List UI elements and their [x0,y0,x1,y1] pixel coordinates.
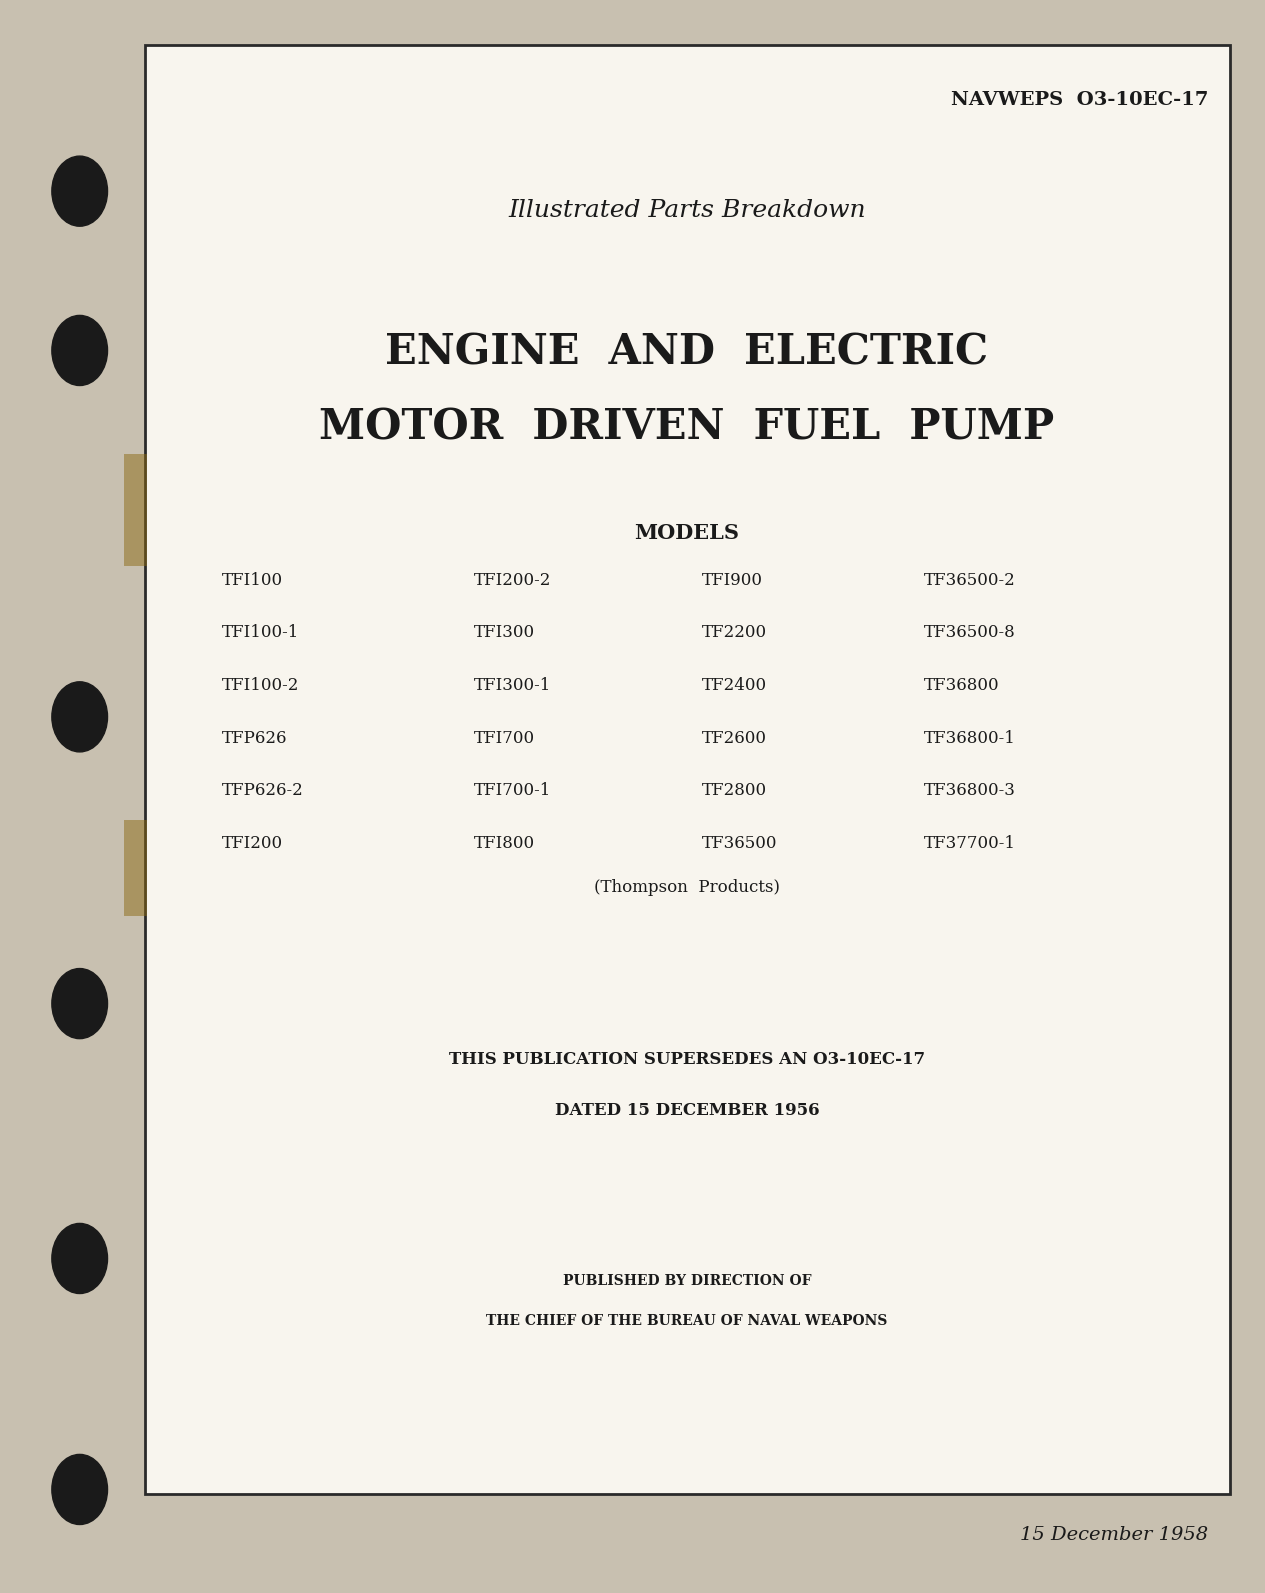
Text: THIS PUBLICATION SUPERSEDES AN O3-10EC-17: THIS PUBLICATION SUPERSEDES AN O3-10EC-1… [449,1051,925,1069]
FancyBboxPatch shape [124,454,147,566]
FancyBboxPatch shape [124,820,147,916]
Text: TFP626: TFP626 [221,730,287,747]
Text: TF36800-3: TF36800-3 [923,782,1016,800]
Text: TFI300: TFI300 [474,624,535,642]
Text: THE CHIEF OF THE BUREAU OF NAVAL WEAPONS: THE CHIEF OF THE BUREAU OF NAVAL WEAPONS [486,1314,888,1329]
Text: DATED 15 DECEMBER 1956: DATED 15 DECEMBER 1956 [554,1102,820,1120]
Text: TFI800: TFI800 [474,835,535,852]
Text: ENGINE  AND  ELECTRIC: ENGINE AND ELECTRIC [386,331,988,373]
Text: TFI100: TFI100 [221,572,282,589]
Text: TF36500-8: TF36500-8 [923,624,1016,642]
Text: TFI300-1: TFI300-1 [474,677,552,695]
Text: TF2800: TF2800 [702,782,767,800]
Text: TFI700: TFI700 [474,730,535,747]
Text: MODELS: MODELS [634,523,740,543]
Text: TF36800: TF36800 [923,677,999,695]
Text: 15 December 1958: 15 December 1958 [1020,1526,1208,1544]
Text: Illustrated Parts Breakdown: Illustrated Parts Breakdown [509,199,865,221]
Text: PUBLISHED BY DIRECTION OF: PUBLISHED BY DIRECTION OF [563,1274,811,1289]
Text: MOTOR  DRIVEN  FUEL  PUMP: MOTOR DRIVEN FUEL PUMP [319,406,1055,448]
Text: TF37700-1: TF37700-1 [923,835,1016,852]
Circle shape [52,315,108,386]
Text: NAVWEPS  O3-10EC-17: NAVWEPS O3-10EC-17 [951,91,1208,108]
Text: TF36500: TF36500 [702,835,778,852]
Text: TFI100-2: TFI100-2 [221,677,299,695]
Text: TFI900: TFI900 [702,572,763,589]
Text: TF2200: TF2200 [702,624,767,642]
FancyBboxPatch shape [145,45,1230,1494]
Circle shape [52,156,108,226]
Text: (Thompson  Products): (Thompson Products) [593,879,781,897]
Text: TF2600: TF2600 [702,730,767,747]
Text: TFI700-1: TFI700-1 [474,782,552,800]
Text: TFI200-2: TFI200-2 [474,572,552,589]
Circle shape [52,682,108,752]
Circle shape [52,1223,108,1294]
Text: TFI100-1: TFI100-1 [221,624,299,642]
Circle shape [52,969,108,1039]
Text: TF36800-1: TF36800-1 [923,730,1016,747]
Circle shape [52,1454,108,1525]
Text: TF2400: TF2400 [702,677,767,695]
Text: TFP626-2: TFP626-2 [221,782,304,800]
Text: TF36500-2: TF36500-2 [923,572,1016,589]
Text: TFI200: TFI200 [221,835,282,852]
